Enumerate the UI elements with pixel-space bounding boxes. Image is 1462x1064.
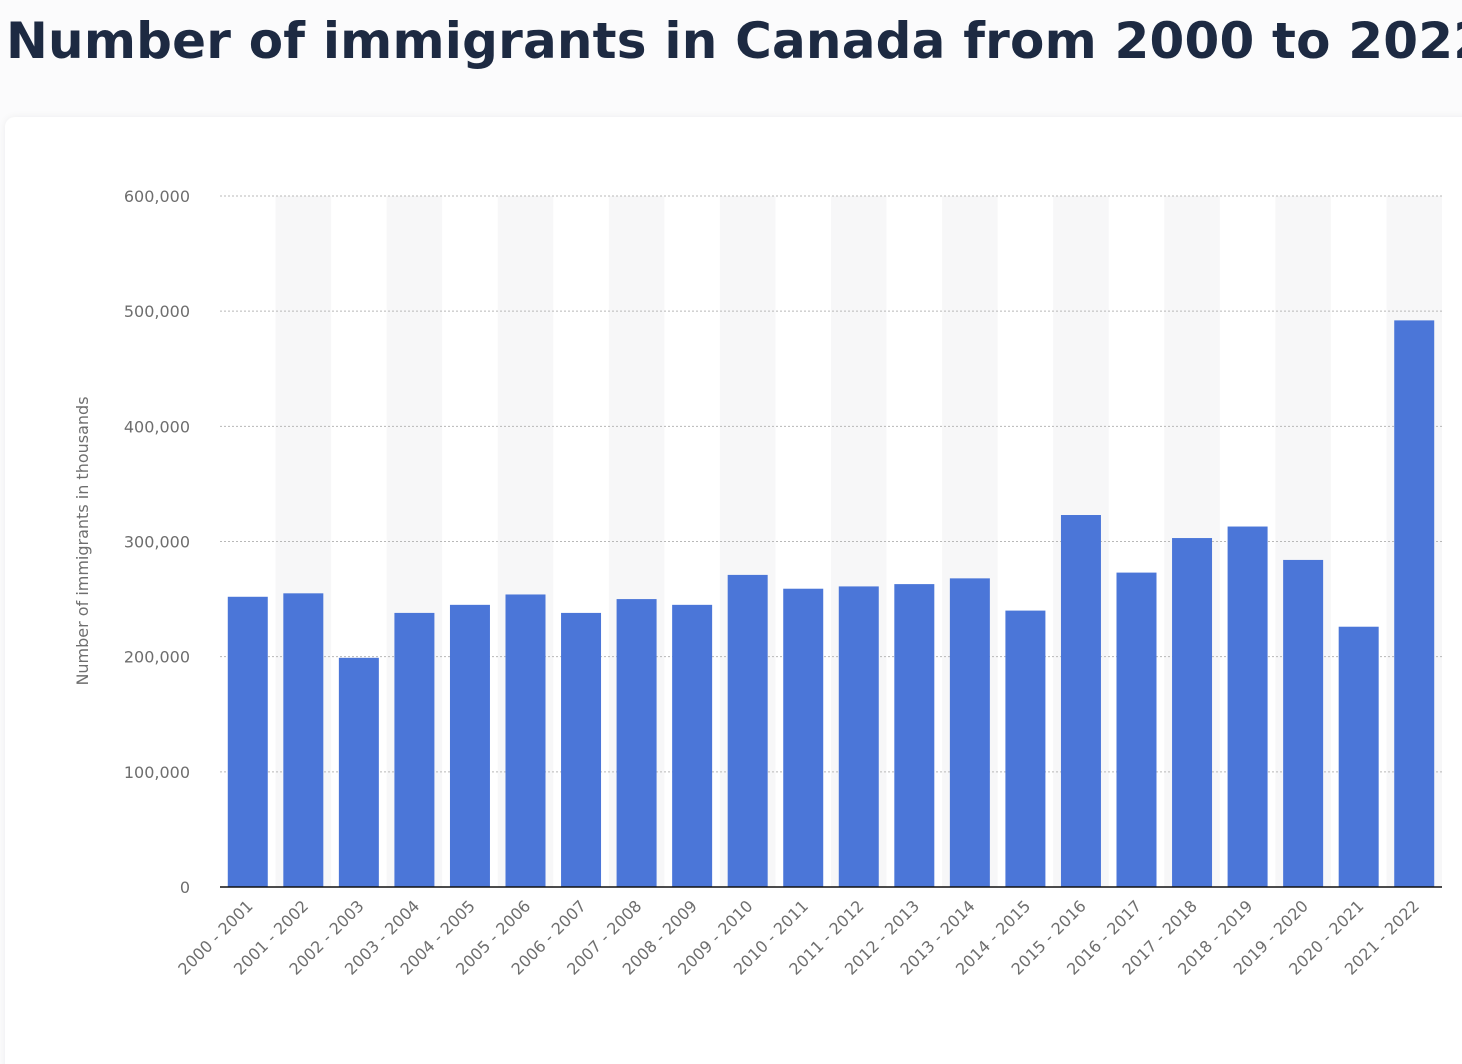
page-title: Number of immigrants in Canada from 2000… — [6, 12, 1462, 70]
bar[interactable] — [1227, 526, 1268, 887]
bar[interactable] — [1394, 320, 1435, 887]
bar[interactable] — [449, 604, 490, 887]
y-tick-label: 400,000 — [124, 417, 190, 436]
bar[interactable] — [283, 593, 324, 887]
bar[interactable] — [1005, 610, 1046, 887]
y-tick-label: 300,000 — [124, 533, 190, 552]
bars — [227, 320, 1435, 887]
y-tick-label: 600,000 — [124, 187, 190, 206]
bar[interactable] — [616, 599, 657, 887]
bar[interactable] — [561, 612, 602, 887]
bar[interactable] — [894, 584, 935, 887]
bar[interactable] — [338, 657, 379, 887]
bar[interactable] — [672, 604, 713, 887]
bar[interactable] — [1116, 572, 1157, 887]
y-tick-label: 0 — [180, 878, 190, 897]
y-axis-label: Number of immigrants in thousands — [73, 396, 92, 685]
bar[interactable] — [505, 594, 546, 887]
y-tick-label: 500,000 — [124, 302, 190, 321]
bar[interactable] — [1172, 538, 1213, 887]
bar[interactable] — [1060, 515, 1101, 887]
bar[interactable] — [838, 586, 879, 887]
y-tick-label: 100,000 — [124, 763, 190, 782]
bar[interactable] — [783, 588, 824, 887]
bar[interactable] — [1338, 626, 1379, 887]
bar[interactable] — [227, 596, 268, 887]
y-axis-ticks: 0 100,000 200,000 300,000 400,000 500,000 600,… — [124, 187, 190, 897]
bar[interactable] — [394, 612, 435, 887]
bar[interactable] — [727, 574, 768, 887]
bar[interactable] — [1283, 559, 1324, 887]
y-tick-label: 200,000 — [124, 648, 190, 667]
bar[interactable] — [949, 578, 990, 887]
